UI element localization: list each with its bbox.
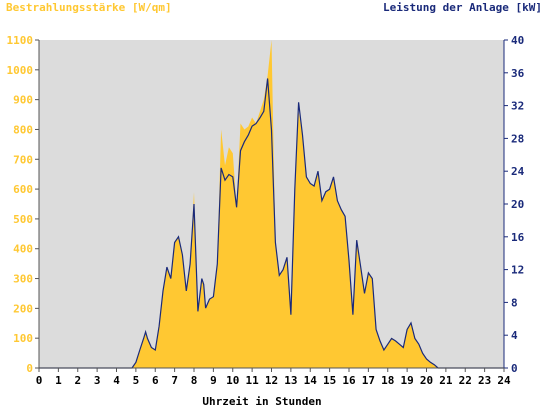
right-tick-label: 32 bbox=[511, 100, 524, 113]
right-tick-label: 8 bbox=[511, 296, 518, 309]
x-tick-label: 12 bbox=[265, 374, 278, 387]
left-tick-label: 700 bbox=[13, 153, 33, 166]
x-axis-title: Uhrzeit in Stunden bbox=[202, 395, 321, 408]
x-tick-label: 11 bbox=[246, 374, 260, 387]
x-tick-label: 20 bbox=[420, 374, 433, 387]
left-tick-label: 900 bbox=[13, 94, 33, 107]
x-tick-label: 0 bbox=[36, 374, 43, 387]
left-tick-label: 100 bbox=[13, 332, 33, 345]
left-tick-label: 600 bbox=[13, 183, 33, 196]
x-tick-label: 24 bbox=[497, 374, 511, 387]
right-axis-title: Leistung der Anlage [kW] bbox=[383, 1, 542, 14]
x-tick-label: 2 bbox=[74, 374, 81, 387]
right-tick-label: 16 bbox=[511, 231, 525, 244]
x-tick-label: 10 bbox=[226, 374, 239, 387]
x-tick-label: 22 bbox=[459, 374, 472, 387]
series-layer bbox=[39, 40, 504, 369]
left-tick-label: 500 bbox=[13, 213, 33, 226]
right-tick-label: 20 bbox=[511, 198, 524, 211]
x-tick-label: 5 bbox=[133, 374, 140, 387]
left-tick-label: 0 bbox=[26, 362, 33, 375]
x-tick-label: 15 bbox=[323, 374, 336, 387]
x-tick-label: 23 bbox=[478, 374, 491, 387]
left-tick-label: 200 bbox=[13, 302, 33, 315]
x-tick-label: 14 bbox=[304, 374, 318, 387]
left-axis-ticks: 0 100 200 300 400 500 600 700 800 900 1000 1100 bbox=[7, 34, 39, 375]
x-tick-label: 17 bbox=[362, 374, 375, 387]
x-tick-label: 13 bbox=[284, 374, 297, 387]
x-tick-label: 4 bbox=[113, 374, 120, 387]
right-tick-label: 28 bbox=[511, 132, 524, 145]
x-tick-label: 18 bbox=[381, 374, 394, 387]
x-tick-label: 9 bbox=[210, 374, 217, 387]
x-tick-label: 8 bbox=[191, 374, 198, 387]
x-tick-label: 3 bbox=[94, 374, 101, 387]
x-tick-label: 1 bbox=[55, 374, 62, 387]
right-tick-label: 12 bbox=[511, 264, 524, 277]
right-tick-label: 36 bbox=[511, 67, 525, 80]
right-tick-label: 0 bbox=[511, 362, 518, 375]
left-axis-title: Bestrahlungsstärke [W/qm] bbox=[6, 1, 172, 14]
left-tick-label: 300 bbox=[13, 273, 33, 286]
irradiance-area bbox=[39, 40, 504, 368]
x-tick-label: 6 bbox=[152, 374, 159, 387]
left-tick-label: 1100 bbox=[7, 34, 34, 47]
right-axis-ticks: 0 4 8 12 16 20 24 28 32 36 40 bbox=[504, 34, 525, 375]
left-tick-label: 1000 bbox=[7, 64, 34, 77]
left-tick-label: 800 bbox=[13, 123, 33, 136]
power-line bbox=[39, 78, 504, 369]
x-tick-label: 16 bbox=[342, 374, 356, 387]
right-tick-label: 40 bbox=[511, 34, 524, 47]
right-tick-label: 24 bbox=[511, 165, 525, 178]
x-tick-label: 7 bbox=[171, 374, 178, 387]
x-tick-label: 19 bbox=[401, 374, 414, 387]
x-tick-label: 21 bbox=[439, 374, 453, 387]
left-tick-label: 400 bbox=[13, 243, 33, 256]
right-tick-label: 4 bbox=[511, 329, 518, 342]
x-axis-ticks: 0 1 2 3 4 5 6 7 8 9 10 11 12 13 14 15 16 17 18 19 20 21 22 23 24 bbox=[36, 368, 511, 387]
